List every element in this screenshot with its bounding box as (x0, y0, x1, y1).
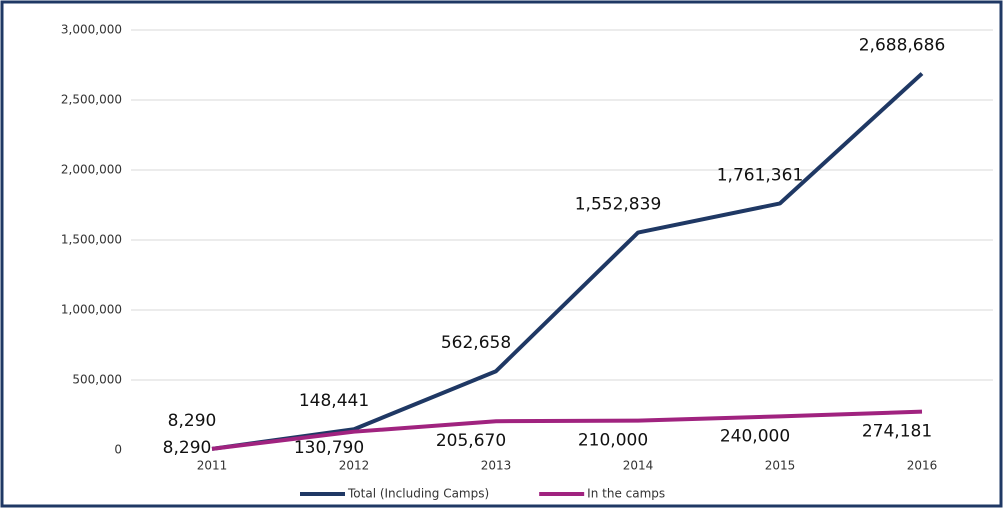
x-tick-label: 2014 (623, 459, 654, 473)
y-tick-label: 0 (114, 443, 122, 457)
y-tick-label: 2,500,000 (61, 93, 122, 107)
data-label: 274,181 (862, 422, 932, 442)
x-tick-label: 2011 (197, 459, 228, 473)
y-tick-label: 1,000,000 (61, 303, 122, 317)
data-label: 1,761,361 (717, 165, 804, 185)
series-line (211, 409, 923, 451)
legend-label: Total (Including Camps) (347, 487, 489, 501)
data-label: 1,552,839 (575, 195, 662, 215)
y-tick-label: 500,000 (72, 373, 122, 387)
series-line (211, 72, 924, 451)
x-tick-label: 2015 (765, 459, 796, 473)
y-tick-label: 2,000,000 (61, 163, 122, 177)
data-label: 240,000 (720, 426, 790, 446)
data-label: 8,290 (168, 411, 217, 431)
legend-label: In the camps (587, 487, 665, 501)
y-tick-label: 1,500,000 (61, 233, 122, 247)
data-label: 148,441 (299, 391, 369, 411)
data-label: 210,000 (578, 431, 648, 451)
data-label: 205,670 (436, 431, 506, 451)
y-tick-label: 3,000,000 (61, 23, 122, 37)
data-label: 562,658 (441, 333, 511, 353)
x-tick-label: 2016 (907, 459, 938, 473)
data-label: 8,290 (163, 438, 212, 458)
data-label: 2,688,686 (859, 36, 946, 56)
x-tick-label: 2013 (481, 459, 512, 473)
data-label: 130,790 (294, 438, 364, 458)
x-tick-label: 2012 (339, 459, 370, 473)
